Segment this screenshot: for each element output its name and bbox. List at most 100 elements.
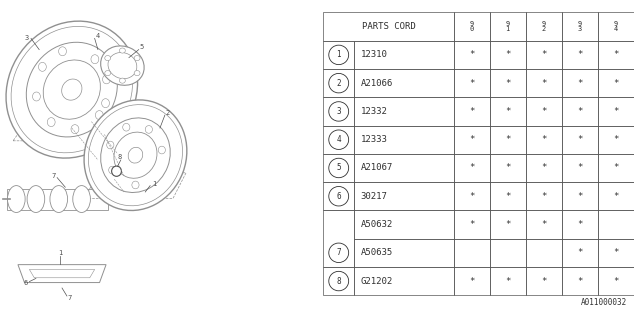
Ellipse shape [114,132,157,178]
Bar [490,125,525,154]
Ellipse shape [145,125,152,133]
Bar [355,182,454,210]
Circle shape [329,73,349,93]
Text: *: * [505,135,510,144]
Text: *: * [505,50,510,60]
Ellipse shape [59,47,67,56]
Bar [323,69,355,97]
Ellipse shape [100,118,170,193]
Text: *: * [577,164,582,172]
Ellipse shape [27,186,45,212]
Bar [525,125,561,154]
Bar [561,239,598,267]
Ellipse shape [134,70,140,76]
Text: *: * [505,164,510,172]
Text: 4: 4 [96,33,100,39]
Text: A21066: A21066 [360,79,393,88]
Bar [561,125,598,154]
Ellipse shape [111,166,122,176]
Text: 6: 6 [23,280,28,285]
Circle shape [329,271,349,291]
Text: 2: 2 [166,110,170,116]
Text: *: * [505,79,510,88]
Text: *: * [505,276,510,285]
Bar [561,97,598,125]
Bar [355,239,454,267]
Text: A21067: A21067 [360,164,393,172]
Text: *: * [613,50,618,60]
Circle shape [329,158,349,178]
Bar [561,154,598,182]
Text: *: * [577,50,582,60]
Bar [598,267,634,295]
Ellipse shape [102,75,111,84]
Text: *: * [541,107,547,116]
Ellipse shape [120,48,125,53]
Bar [355,97,454,125]
Ellipse shape [120,78,125,83]
Text: *: * [613,192,618,201]
Bar [454,125,490,154]
Text: *: * [613,276,618,285]
Text: *: * [577,192,582,201]
Text: A50632: A50632 [360,220,393,229]
Bar [525,154,561,182]
Text: *: * [613,164,618,172]
Bar [323,210,355,267]
Ellipse shape [158,146,165,154]
Bar [525,69,561,97]
Ellipse shape [105,55,111,60]
Ellipse shape [95,111,103,120]
Bar [525,12,561,41]
Bar [490,239,525,267]
Text: *: * [469,79,474,88]
Text: 12310: 12310 [360,50,387,60]
Ellipse shape [132,181,139,189]
Text: *: * [469,220,474,229]
Ellipse shape [108,52,137,79]
Bar [561,182,598,210]
Ellipse shape [73,186,90,212]
Ellipse shape [123,124,130,131]
Ellipse shape [128,147,143,163]
Bar [454,210,490,239]
Bar [323,12,454,41]
Text: 7: 7 [337,248,341,257]
Text: 5: 5 [337,164,341,172]
Bar [490,267,525,295]
Text: 9
0: 9 0 [470,21,474,32]
Bar [598,239,634,267]
Bar [598,182,634,210]
Bar [561,210,598,239]
Text: *: * [469,107,474,116]
Ellipse shape [47,118,55,127]
Bar [598,69,634,97]
Ellipse shape [107,141,114,149]
Bar [490,182,525,210]
Text: *: * [613,135,618,144]
Text: A50635: A50635 [360,248,393,257]
Ellipse shape [134,55,140,60]
Text: *: * [613,248,618,257]
Text: 2: 2 [337,79,341,88]
Text: *: * [469,50,474,60]
Ellipse shape [50,186,68,212]
Bar [598,210,634,239]
Bar [323,41,355,69]
Text: *: * [505,192,510,201]
Text: *: * [469,276,474,285]
Bar [561,41,598,69]
Text: *: * [541,220,547,229]
Text: 6: 6 [337,192,341,201]
Ellipse shape [88,105,182,206]
Bar [355,69,454,97]
Text: 8: 8 [337,276,341,285]
Text: PARTS CORD: PARTS CORD [362,22,415,31]
Text: 3: 3 [337,107,341,116]
Text: 9
4: 9 4 [614,21,618,32]
Text: 4: 4 [337,135,341,144]
Text: *: * [541,135,547,144]
Ellipse shape [109,166,116,174]
Text: 9
3: 9 3 [577,21,582,32]
Text: *: * [469,164,474,172]
